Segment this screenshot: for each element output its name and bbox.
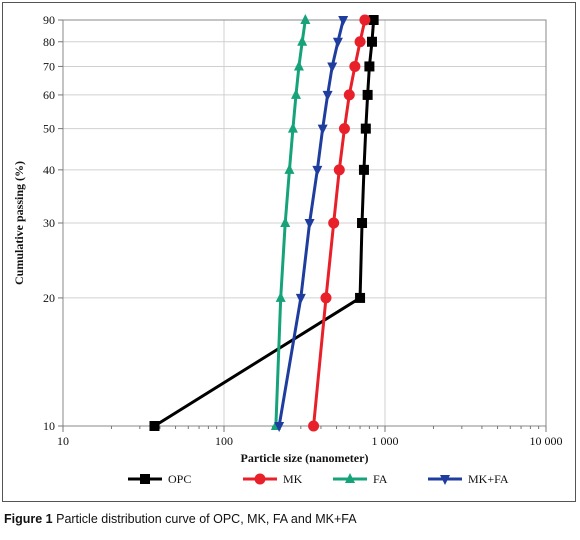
data-point-mk-fa [274, 422, 285, 432]
y-tick-label: 40 [43, 163, 55, 177]
data-point-mk-fa [338, 16, 349, 26]
caption-label: Figure 1 [4, 512, 53, 526]
data-point-fa [275, 291, 286, 302]
data-point-mk-fa [317, 124, 328, 135]
legend-item-opc: OPC [128, 472, 191, 486]
series-fa [270, 14, 311, 430]
x-tick-label: 10 [57, 434, 69, 448]
data-point-opc [358, 164, 369, 175]
y-tick-label: 60 [43, 88, 55, 102]
data-point-mk [349, 60, 361, 72]
legend-marker-opc [140, 474, 150, 484]
series-mk-fa [274, 16, 349, 432]
y-tick-label: 70 [43, 59, 55, 73]
grid [62, 19, 547, 427]
data-point-fa [300, 14, 311, 24]
data-point-mk [308, 420, 320, 432]
figure-frame: 10 100 1 000 10 000 10 20 30 40 50 60 70 80 90 Part… [2, 2, 576, 502]
legend-item-mk: MK [243, 472, 303, 486]
data-point-opc [355, 292, 366, 303]
data-point-fa [280, 217, 291, 227]
y-tick-label: 90 [43, 13, 55, 27]
data-point-opc [364, 61, 375, 72]
x-tick-label: 10 000 [530, 434, 563, 448]
data-point-opc [360, 123, 371, 134]
legend-label-fa: FA [373, 472, 388, 486]
data-point-mk [359, 14, 371, 26]
caption-text: Particle distribution curve of OPC, MK, … [56, 512, 357, 526]
y-tick-label: 80 [43, 35, 55, 49]
x-axis-ticks: 10 100 1 000 10 000 [57, 426, 563, 448]
data-point-mk [320, 292, 332, 304]
legend: OPC MK FA MK+FA [128, 472, 509, 486]
series-opc [149, 15, 379, 431]
data-point-mk-fa [312, 165, 323, 176]
y-tick-label: 10 [43, 419, 55, 433]
data-point-mk-fa [332, 37, 343, 48]
y-axis-ticks: 10 20 30 40 50 60 70 80 90 [43, 13, 63, 433]
data-point-fa [290, 88, 301, 99]
y-tick-label: 30 [43, 216, 55, 230]
data-point-opc [368, 15, 379, 25]
data-point-mk [338, 123, 350, 135]
data-point-fa [293, 60, 304, 71]
legend-item-mk-fa: MK+FA [428, 472, 509, 486]
data-point-mk-fa [322, 90, 333, 101]
y-axis-title: Cumulative passing (%) [12, 161, 26, 285]
data-point-fa [284, 163, 295, 174]
legend-item-fa: FA [333, 472, 388, 486]
legend-label-opc: OPC [168, 472, 191, 486]
series-mk [308, 14, 371, 432]
data-point-opc [366, 36, 377, 47]
data-point-opc [149, 421, 160, 431]
legend-marker-fa [345, 473, 355, 483]
data-point-mk-fa [327, 62, 338, 73]
x-axis-title: Particle size (nanometer) [241, 451, 369, 465]
particle-distribution-chart: 10 100 1 000 10 000 10 20 30 40 50 60 70 80 90 Part… [12, 13, 563, 486]
y-tick-label: 20 [43, 291, 55, 305]
x-tick-label: 1 000 [372, 434, 399, 448]
figure-caption: Figure 1 Particle distribution curve of … [4, 512, 576, 526]
series-layer [149, 14, 379, 432]
data-point-opc [357, 218, 368, 228]
legend-marker-mk-fa [440, 475, 450, 485]
y-tick-label: 50 [43, 122, 55, 136]
data-point-opc [362, 89, 373, 100]
data-point-fa [297, 35, 308, 46]
legend-marker-mk [254, 473, 266, 485]
legend-label-mk: MK [283, 472, 303, 486]
data-point-mk-fa [304, 219, 315, 229]
data-point-mk [343, 89, 355, 101]
legend-label-mk-fa: MK+FA [468, 472, 509, 486]
data-point-mk-fa [295, 293, 306, 304]
data-point-mk [354, 36, 366, 48]
data-point-mk [328, 217, 340, 229]
data-point-fa [287, 122, 298, 133]
data-point-mk [333, 164, 345, 176]
x-tick-label: 100 [215, 434, 233, 448]
